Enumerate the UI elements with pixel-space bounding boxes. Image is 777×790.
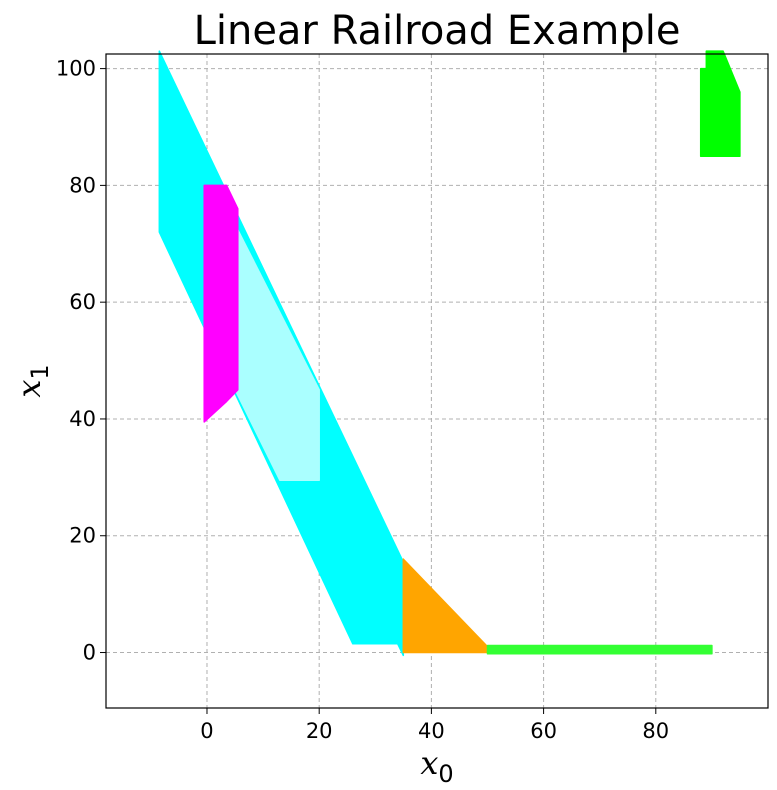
x-axis-label-main: x [420,744,438,782]
chart-title: Linear Railroad Example [194,8,681,54]
y-tick-label: 20 [69,524,96,548]
plot-regions [158,50,741,657]
plot-frame [105,53,769,709]
y-tick-label: 100 [56,57,96,81]
region-4 [402,558,489,654]
region-3 [203,184,239,423]
x-tick-label: 40 [418,719,445,743]
x-tick-label: 20 [306,719,333,743]
y-axis-label: x1 [10,364,54,397]
x-axis-label-subscript: 0 [438,760,453,788]
y-axis-label-subscript: 1 [26,364,54,379]
x-tick-label: 80 [642,719,669,743]
y-axis-label-main: x [10,380,48,398]
x-axis-label: x0 [420,744,453,788]
x-tick-label: 0 [200,719,213,743]
y-tick-label: 0 [83,641,96,665]
region-6 [699,50,741,157]
x-tick-label: 60 [530,719,557,743]
region-5 [486,644,713,655]
y-tick-label: 60 [69,290,96,314]
y-tick-label: 40 [69,407,96,431]
axis-ticks: 0 20 40 60 80 0 20 40 60 80 100 [56,57,669,743]
y-tick-label: 80 [69,173,96,197]
